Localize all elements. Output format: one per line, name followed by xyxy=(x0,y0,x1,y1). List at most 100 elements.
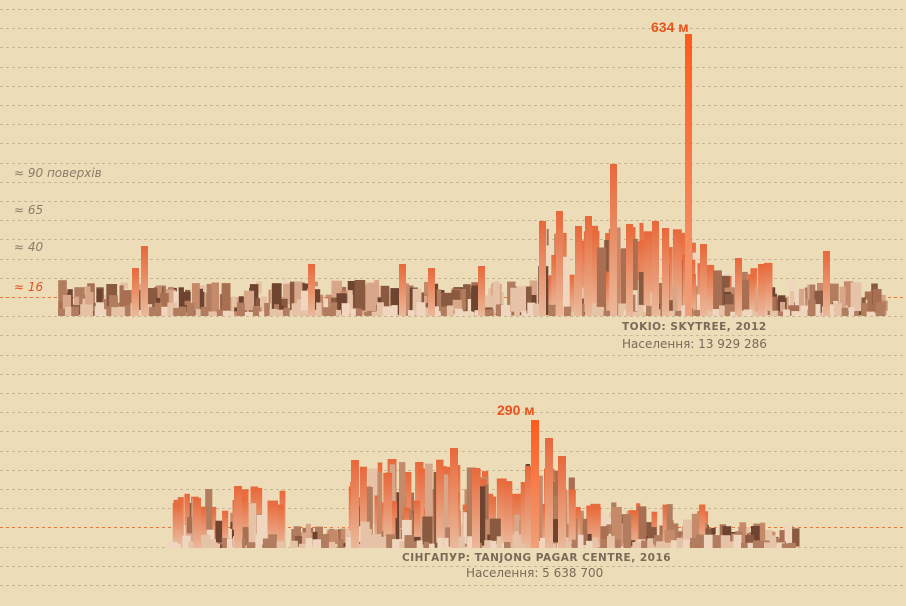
building-bar xyxy=(242,527,249,546)
building-bar xyxy=(436,459,444,543)
building-bar xyxy=(316,302,322,316)
building-bar xyxy=(429,493,437,546)
building-bar xyxy=(866,311,875,316)
building-bar xyxy=(381,285,390,315)
tower-bar xyxy=(662,228,669,316)
building-bar xyxy=(206,283,212,313)
building-bar xyxy=(429,543,435,548)
building-bar xyxy=(347,290,353,314)
building-bar xyxy=(168,542,178,548)
building-bar xyxy=(563,256,570,311)
tower-bar xyxy=(141,246,148,316)
building-bar xyxy=(366,282,377,311)
building-bar xyxy=(322,307,331,316)
building-bar xyxy=(382,306,392,316)
building-bar xyxy=(527,302,536,316)
building-bar xyxy=(727,541,737,548)
building-bar xyxy=(402,519,412,544)
building-bar xyxy=(615,539,621,548)
building-bar xyxy=(433,283,439,312)
building-bar xyxy=(788,305,800,314)
building-bar xyxy=(570,311,578,316)
building-bar xyxy=(776,542,785,548)
building-bar xyxy=(207,539,216,548)
building-bar xyxy=(416,302,426,316)
building-bar xyxy=(327,529,338,545)
building-bar xyxy=(724,304,735,316)
building-bar xyxy=(648,527,657,544)
building-bar xyxy=(514,514,520,544)
building-bar xyxy=(463,311,473,316)
building-bar xyxy=(512,534,522,548)
building-bar xyxy=(290,540,298,548)
building-bar xyxy=(205,489,213,544)
building-bar xyxy=(408,310,415,316)
building-bar xyxy=(179,306,187,316)
building-bar xyxy=(341,303,350,316)
building-bar xyxy=(533,292,543,314)
building-bar xyxy=(807,309,817,316)
building-bar xyxy=(520,482,529,547)
building-bar xyxy=(100,309,108,316)
building-bar xyxy=(593,506,601,548)
building-bar xyxy=(418,468,426,543)
building-bar xyxy=(231,296,237,315)
building-bar xyxy=(563,542,571,548)
level-label-90: ≈ 90 поверхів xyxy=(14,166,102,180)
building-bar xyxy=(769,535,777,548)
building-bar xyxy=(864,305,875,314)
building-bar xyxy=(412,288,422,316)
building-bar xyxy=(300,310,309,316)
building-bar xyxy=(618,303,627,316)
building-bar xyxy=(432,306,439,316)
building-bar xyxy=(487,534,492,543)
building-bar xyxy=(551,254,559,311)
building-bar xyxy=(283,283,293,311)
tower-bar xyxy=(525,466,533,548)
building-bar xyxy=(621,248,627,312)
building-bar xyxy=(161,306,168,316)
building-bar xyxy=(359,466,367,547)
building-bar xyxy=(633,238,638,313)
building-bar xyxy=(779,530,787,547)
building-bar xyxy=(74,287,85,316)
singapore-city-label: СІНГАПУР: TANJONG PAGAR CENTRE, 2016 xyxy=(402,552,671,564)
building-bar xyxy=(328,541,335,548)
building-bar xyxy=(188,541,196,548)
building-bar xyxy=(200,306,209,316)
building-bar xyxy=(294,281,303,311)
building-bar xyxy=(781,543,789,548)
building-bar xyxy=(80,304,89,316)
building-bar xyxy=(682,539,690,548)
building-bar xyxy=(443,537,449,548)
tower-bar xyxy=(652,221,659,316)
building-bar xyxy=(579,510,584,546)
building-bar xyxy=(582,518,591,546)
building-bar xyxy=(496,536,502,548)
building-bar xyxy=(663,542,672,548)
singapore-panel: 290 м СІНГАПУР: TANJONG PAGAR CENTRE, 20… xyxy=(168,402,800,580)
building-bar xyxy=(670,540,678,548)
building-bar xyxy=(696,294,704,316)
building-bar xyxy=(186,533,198,543)
building-bar xyxy=(752,311,761,316)
building-bar xyxy=(276,541,286,548)
building-bar xyxy=(312,539,321,548)
building-bar xyxy=(596,247,607,312)
building-bar xyxy=(358,543,367,548)
building-bar xyxy=(294,535,304,547)
building-bar xyxy=(719,305,725,316)
building-bar xyxy=(437,537,443,548)
building-bar xyxy=(300,290,310,316)
building-bar xyxy=(371,534,382,548)
building-bar xyxy=(748,274,756,311)
building-bar xyxy=(147,288,158,313)
building-bar xyxy=(106,306,116,316)
building-bar xyxy=(764,542,773,548)
building-bar xyxy=(654,535,663,546)
building-bar xyxy=(272,283,282,313)
building-bar xyxy=(312,289,321,311)
building-bar xyxy=(337,539,344,548)
building-bar xyxy=(681,305,688,316)
building-bar xyxy=(764,262,773,311)
